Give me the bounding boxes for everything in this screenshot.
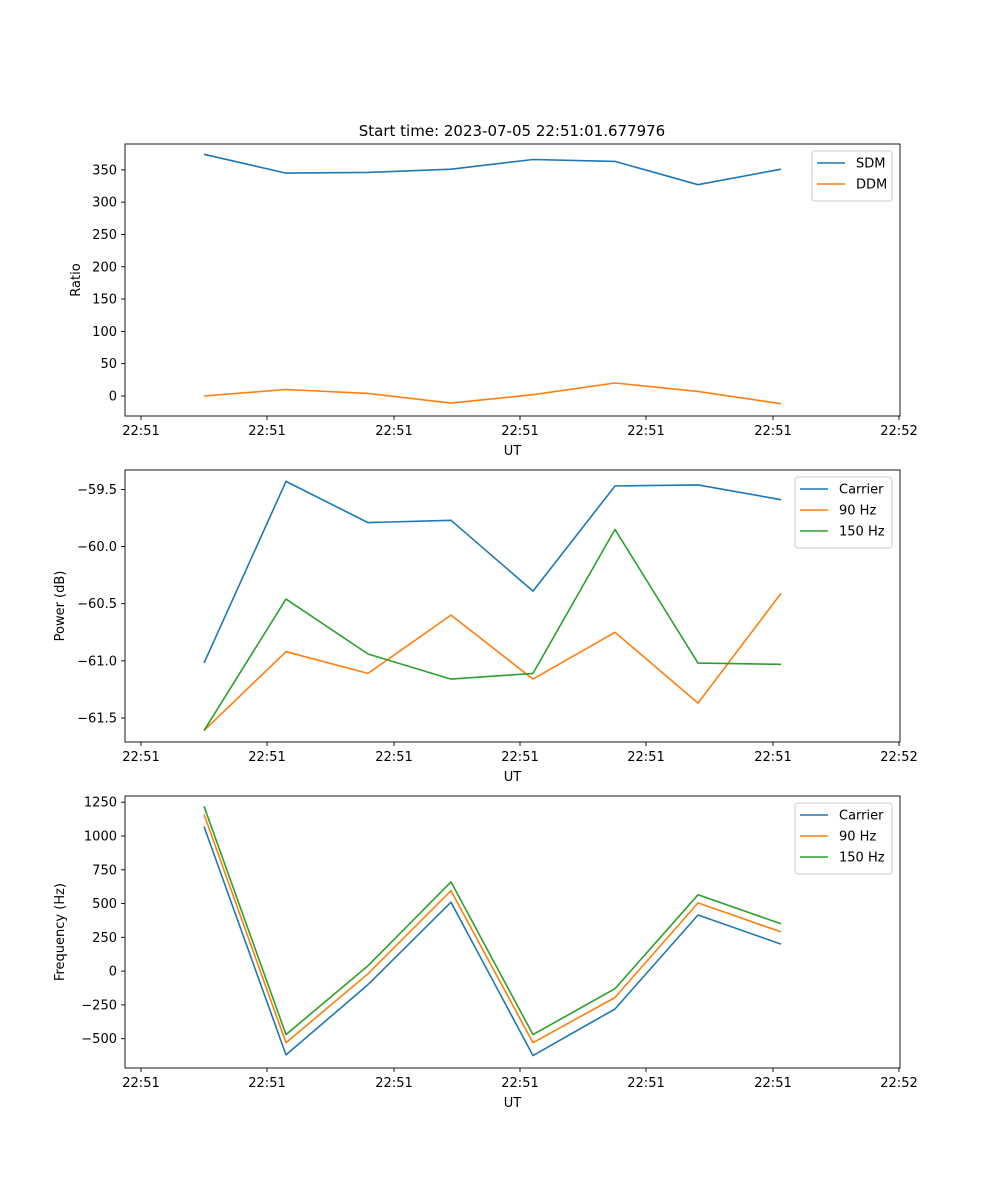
y-tick-label: −60.0 bbox=[77, 540, 117, 555]
legend-label: SDM bbox=[856, 157, 885, 172]
legend-label: 90 Hz bbox=[839, 830, 876, 845]
y-tick-label: −500 bbox=[81, 1032, 117, 1047]
y-tick-label: 300 bbox=[92, 196, 117, 211]
x-tick-label: 22:51 bbox=[627, 750, 664, 765]
y-tick-label: 0 bbox=[109, 389, 117, 404]
legend: Carrier 90 Hz 150 Hz bbox=[794, 476, 893, 549]
series-line-90-hz bbox=[203, 592, 782, 732]
axes-frame bbox=[124, 143, 901, 417]
x-axis-label: UT bbox=[504, 444, 522, 459]
legend-label: 150 Hz bbox=[839, 851, 885, 866]
y-axis-label: Frequency (Hz) bbox=[53, 883, 68, 981]
x-tick-label: 22:51 bbox=[248, 424, 285, 439]
y-tick-label: −60.5 bbox=[77, 597, 117, 612]
y-axis-label: Power (dB) bbox=[53, 571, 68, 642]
chart-panel-2: 22:51 22:51 22:51 22:51 22:51 22:51 22:52 −61.5… bbox=[53, 469, 918, 785]
x-tick-label: 22:51 bbox=[248, 1076, 285, 1091]
legend-label: Carrier bbox=[839, 809, 884, 824]
charts: 22:51 22:51 22:51 22:51 22:51 22:51 22:52 0 50 10… bbox=[53, 143, 918, 1111]
y-tick-label: −61.5 bbox=[77, 712, 117, 727]
y-tick-label: 1000 bbox=[84, 829, 117, 844]
y-tick-label: −59.5 bbox=[77, 483, 117, 498]
legend-label: 90 Hz bbox=[839, 504, 876, 519]
series-line-150-hz bbox=[203, 806, 782, 1036]
series-line-carrier bbox=[203, 826, 782, 1057]
y-tick-label: 1250 bbox=[84, 796, 117, 811]
chart-panel-1: 22:51 22:51 22:51 22:51 22:51 22:51 22:52 0 50 10… bbox=[69, 143, 918, 459]
y-tick-label: 250 bbox=[92, 931, 117, 946]
x-tick-label: 22:51 bbox=[375, 424, 412, 439]
series-line-sdm bbox=[203, 153, 782, 186]
x-tick-label: 22:51 bbox=[501, 424, 538, 439]
series-line-carrier bbox=[203, 480, 782, 664]
x-tick-label: 22:52 bbox=[880, 1076, 917, 1091]
legend: SDM DDM bbox=[811, 150, 893, 202]
y-tick-label: 50 bbox=[100, 357, 117, 372]
x-axis-label: UT bbox=[504, 1096, 522, 1111]
x-tick-label: 22:51 bbox=[122, 750, 159, 765]
x-tick-label: 22:51 bbox=[248, 750, 285, 765]
x-tick-label: 22:51 bbox=[754, 750, 791, 765]
x-tick-label: 22:51 bbox=[754, 1076, 791, 1091]
x-tick-label: 22:51 bbox=[501, 750, 538, 765]
x-tick-label: 22:51 bbox=[627, 424, 664, 439]
x-tick-label: 22:51 bbox=[122, 1076, 159, 1091]
x-tick-label: 22:52 bbox=[880, 424, 917, 439]
y-tick-label: 250 bbox=[92, 228, 117, 243]
y-tick-label: −61.0 bbox=[77, 654, 117, 669]
chart-panel-3: 22:51 22:51 22:51 22:51 22:51 22:51 22:52 −500 −… bbox=[53, 795, 918, 1111]
legend-label: Carrier bbox=[839, 483, 884, 498]
figure-title: Start time: 2023-07-05 22:51:01.677976 bbox=[359, 122, 665, 140]
x-tick-label: 22:51 bbox=[375, 1076, 412, 1091]
x-tick-label: 22:51 bbox=[375, 750, 412, 765]
x-tick-label: 22:52 bbox=[880, 750, 917, 765]
y-tick-label: 750 bbox=[92, 863, 117, 878]
y-tick-label: 200 bbox=[92, 260, 117, 275]
legend-label: DDM bbox=[856, 178, 887, 193]
x-tick-label: 22:51 bbox=[501, 1076, 538, 1091]
axes-frame bbox=[124, 795, 901, 1069]
axes-frame bbox=[124, 469, 901, 743]
x-tick-label: 22:51 bbox=[754, 424, 791, 439]
series-line-90-hz bbox=[203, 814, 782, 1044]
y-tick-label: 100 bbox=[92, 325, 117, 340]
series-line-150-hz bbox=[203, 528, 782, 732]
legend-label: 150 Hz bbox=[839, 525, 885, 540]
x-axis-label: UT bbox=[504, 770, 522, 785]
y-tick-label: 0 bbox=[109, 965, 117, 980]
y-axis-label: Ratio bbox=[69, 263, 84, 296]
legend: Carrier 90 Hz 150 Hz bbox=[794, 802, 893, 875]
series-line-ddm bbox=[203, 382, 782, 405]
y-tick-label: 150 bbox=[92, 293, 117, 308]
y-tick-label: −250 bbox=[81, 998, 117, 1013]
x-tick-label: 22:51 bbox=[122, 424, 159, 439]
x-tick-label: 22:51 bbox=[627, 1076, 664, 1091]
y-tick-label: 500 bbox=[92, 897, 117, 912]
y-tick-label: 350 bbox=[92, 163, 117, 178]
